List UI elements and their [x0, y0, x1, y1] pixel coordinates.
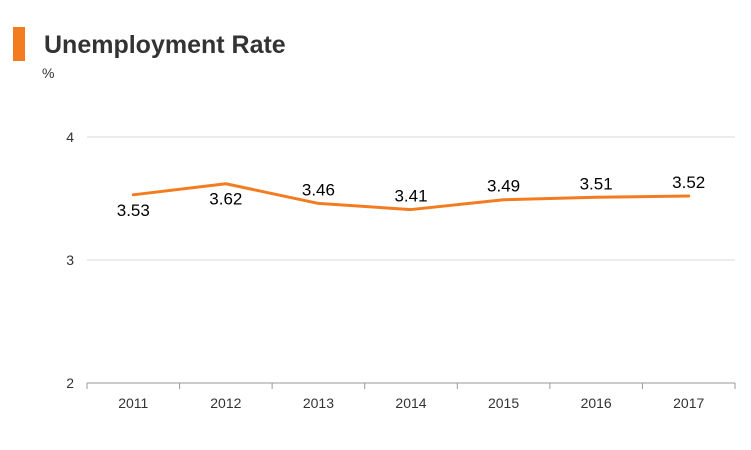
data-label: 3.49: [487, 177, 520, 196]
x-tick-label: 2011: [118, 395, 148, 411]
y-tick-label: 3: [66, 252, 74, 268]
chart-title: Unemployment Rate: [44, 31, 286, 59]
y-axis-unit: %: [42, 65, 55, 81]
y-tick-label: 2: [66, 375, 74, 391]
x-tick-label: 2012: [210, 395, 241, 411]
title-accent-bar: [13, 27, 25, 61]
data-label: 3.51: [580, 174, 613, 193]
data-label: 3.53: [117, 201, 150, 220]
x-tick-label: 2015: [488, 395, 519, 411]
y-tick-label: 4: [66, 129, 74, 145]
x-tick-label: 2016: [581, 395, 612, 411]
y-axis-ticks: 2 3 4: [66, 129, 74, 391]
x-tick-label: 2013: [303, 395, 334, 411]
series-line: [131, 182, 691, 212]
data-label: 3.41: [394, 187, 427, 206]
series-layer: [131, 182, 691, 212]
data-labels: 3.53 3.62 3.46 3.41 3.49 3.51 3.52: [117, 173, 706, 220]
x-tick-label: 2014: [395, 395, 426, 411]
gridlines: [87, 136, 735, 384]
data-label: 3.62: [209, 190, 242, 209]
data-label: 3.46: [302, 180, 335, 199]
data-label: 3.52: [672, 173, 705, 192]
x-tick-label: 2017: [673, 395, 704, 411]
x-axis-ticks: 2011 2012 2013 2014 2015 2016 2017: [86, 383, 736, 411]
